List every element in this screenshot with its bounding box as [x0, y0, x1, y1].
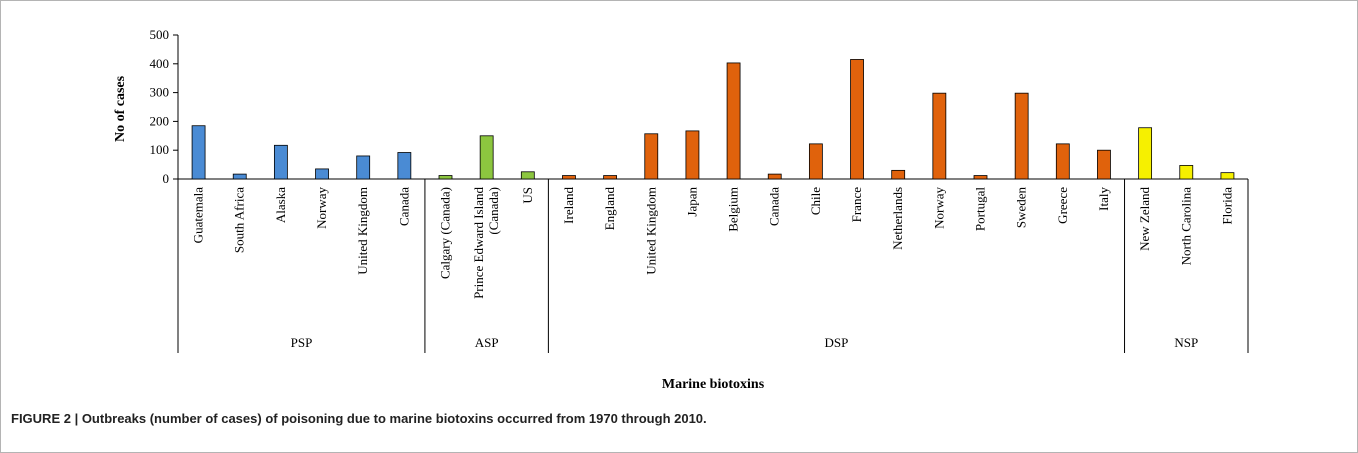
category-label: Norway — [931, 187, 946, 229]
group-label-asp: ASP — [475, 335, 499, 350]
category-label: England — [602, 187, 617, 231]
y-tick-label: 100 — [150, 142, 170, 157]
y-axis-title: No of cases — [113, 75, 128, 142]
category-label: Netherlands — [890, 187, 905, 250]
category-label: Italy — [1096, 187, 1111, 211]
group-labels: PSP ASP DSP NSP — [177, 179, 1249, 353]
bar-chart: 0 100 200 300 400 500 Guatemala South Africa Al… — [113, 27, 1249, 392]
bar-prince-edward-island-canada- — [479, 135, 494, 180]
category-label: Portugal — [973, 187, 988, 231]
category-label: Sweden — [1014, 187, 1029, 229]
bar-france — [850, 59, 864, 180]
category-label: Canada — [767, 187, 782, 226]
bar-calgary-canada- — [438, 175, 453, 180]
category-label: North Carolina — [1178, 187, 1193, 266]
bar-japan — [685, 130, 700, 180]
bar-florida — [1220, 172, 1235, 180]
y-tick-label: 0 — [163, 171, 170, 186]
category-labels: Guatemala South Africa Alaska Norway United … — [191, 187, 1235, 299]
group-label-psp: PSP — [291, 335, 313, 350]
bars — [191, 59, 1235, 180]
bar-italy — [1097, 149, 1111, 180]
y-tick-label: 400 — [150, 56, 170, 71]
group-label-dsp: DSP — [825, 335, 849, 350]
bar-belgium — [726, 62, 741, 180]
category-label: Belgium — [726, 187, 741, 232]
bar-norway — [932, 92, 947, 180]
bar-chile — [808, 143, 823, 180]
category-label: Chile — [808, 187, 823, 215]
category-label: Florida — [1219, 187, 1234, 225]
category-label: United Kingdom — [355, 187, 370, 275]
bar-united-kingdom — [644, 133, 659, 180]
category-label: Guatemala — [191, 187, 206, 244]
bar-canada — [397, 152, 412, 180]
bar-greece — [1055, 143, 1070, 180]
bar-alaska — [273, 144, 288, 180]
category-label: Ireland — [561, 187, 576, 224]
category-label: Norway — [314, 187, 329, 229]
bar-new-zeland — [1138, 127, 1153, 180]
bar-england — [603, 175, 618, 180]
bar-united-kingdom — [356, 155, 371, 180]
bar-sweden — [1014, 92, 1029, 180]
category-label: Canada — [396, 187, 411, 226]
x-axis-title: Marine biotoxins — [662, 377, 765, 392]
category-label: (Canada) — [486, 187, 501, 235]
category-label: New Zeland — [1137, 187, 1152, 251]
category-label: Alaska — [273, 187, 288, 223]
bar-portugal — [973, 175, 988, 180]
bar-south-africa — [232, 173, 247, 180]
category-label: France — [849, 187, 864, 223]
bar-norway — [315, 168, 329, 180]
category-label: Prince Edward Island — [471, 187, 486, 299]
figure-caption: FIGURE 2 | Outbreaks (number of cases) o… — [11, 411, 707, 426]
bar-us — [520, 171, 535, 180]
bar-netherlands — [891, 169, 906, 180]
group-label-nsp: NSP — [1174, 335, 1198, 350]
category-label: United Kingdom — [643, 187, 658, 275]
category-label: Japan — [684, 187, 699, 217]
bar-north-carolina — [1179, 165, 1194, 180]
y-tick-label: 500 — [150, 27, 170, 42]
y-tick-label: 300 — [150, 85, 170, 100]
category-label: Greece — [1055, 187, 1070, 224]
bar-guatemala — [191, 125, 206, 180]
y-tick-label: 200 — [150, 113, 170, 128]
bar-ireland — [562, 175, 576, 180]
bar-canada — [767, 173, 782, 180]
category-label: US — [520, 187, 535, 204]
category-label: South Africa — [232, 187, 247, 253]
category-label: Calgary (Canada) — [438, 187, 453, 279]
